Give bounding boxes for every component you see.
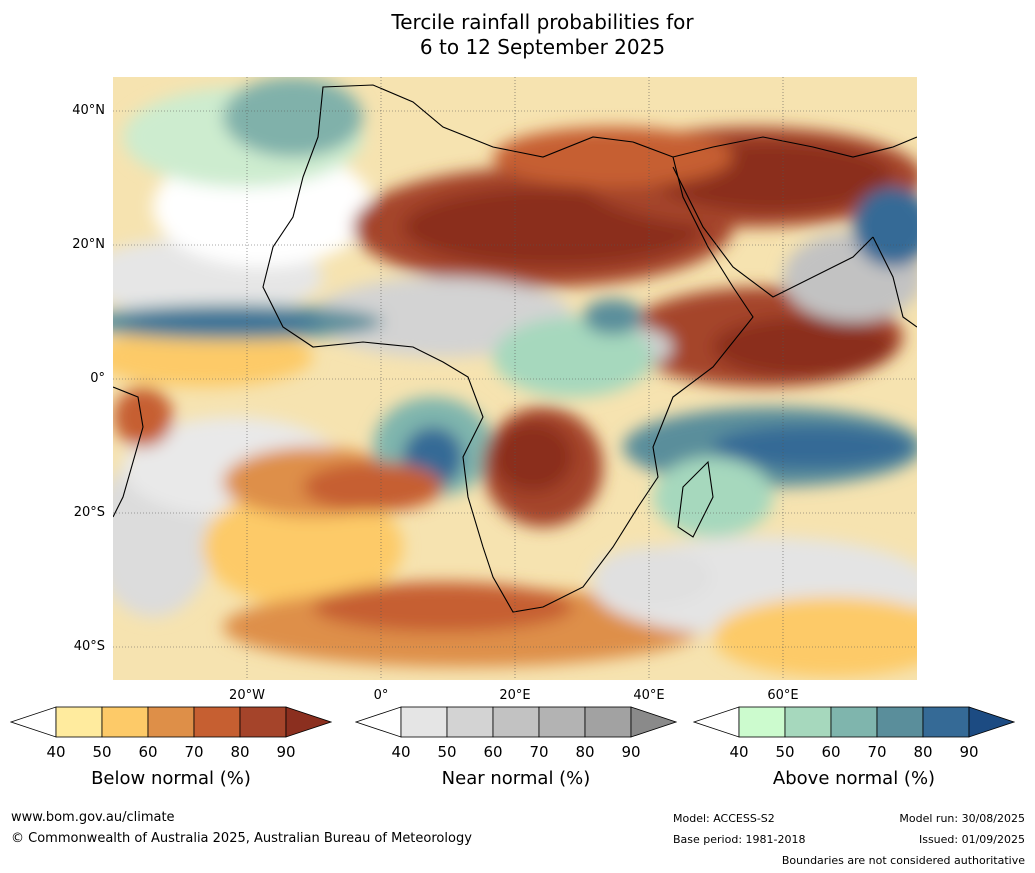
lat-label: 40°N (72, 103, 105, 118)
website-link[interactable]: www.bom.gov.au/climate (11, 810, 175, 825)
colorbar-swatch (55, 706, 103, 738)
tick-label: 50 (775, 743, 795, 761)
colorbar-swatch (784, 706, 832, 738)
tick-label: 50 (437, 743, 457, 761)
colorbar-swatch (492, 706, 540, 738)
colorbar-swatch-under (10, 706, 57, 738)
lon-label: 60°E (767, 688, 799, 703)
colorbar-swatch (876, 706, 924, 738)
copyright: © Commonwealth of Australia 2025, Austra… (11, 831, 472, 846)
colorbar-below-normal (10, 706, 332, 738)
tick-label: 80 (575, 743, 595, 761)
tick-label: 80 (913, 743, 933, 761)
tick-label: 80 (230, 743, 250, 761)
colorbar-swatch (147, 706, 195, 738)
tick-label: 40 (729, 743, 749, 761)
colorbar-swatch-under (355, 706, 402, 738)
lon-label: 20°E (499, 688, 531, 703)
tick-label: 50 (92, 743, 112, 761)
colorbar-swatch (101, 706, 149, 738)
tick-label: 40 (46, 743, 66, 761)
lat-label: 0° (90, 371, 105, 386)
issued-date: Issued: 01/09/2025 (918, 833, 1025, 846)
tick-label: 70 (184, 743, 204, 761)
colorbar-above-swatches (693, 706, 1015, 738)
tick-label: 70 (529, 743, 549, 761)
colorbar-swatch (584, 706, 632, 738)
colorbar-swatch (738, 706, 786, 738)
colorbar-swatch (193, 706, 241, 738)
tick-label: 40 (391, 743, 411, 761)
map-title-line-2: 6 to 12 September 2025 (419, 35, 666, 59)
colorbar-swatch (922, 706, 970, 738)
colorbar-swatch (830, 706, 878, 738)
colorbar-title-near: Near normal (%) (441, 768, 591, 789)
lat-label: 20°S (73, 505, 105, 520)
colorbar-swatch-over (968, 706, 1015, 738)
colorbar-swatch-under (693, 706, 740, 738)
colorbar-title-above: Above normal (%) (772, 768, 936, 789)
colorbar-swatch (400, 706, 448, 738)
colorbar-swatch-over (630, 706, 677, 738)
model-name: Model: ACCESS-S2 (673, 812, 775, 825)
lon-label: 0° (373, 688, 389, 703)
tick-label: 90 (621, 743, 641, 761)
tick-label: 60 (483, 743, 503, 761)
model-run: Model run: 30/08/2025 (899, 812, 1025, 825)
colorbar-near-normal (355, 706, 677, 738)
tick-label: 90 (276, 743, 296, 761)
base-period: Base period: 1981-2018 (673, 833, 806, 846)
tick-label: 90 (959, 743, 979, 761)
tick-label: 60 (821, 743, 841, 761)
colorbar-swatch-over (285, 706, 332, 738)
colorbar-above-normal (693, 706, 1015, 738)
colorbar-near-swatches (355, 706, 677, 738)
probability-map (113, 77, 917, 680)
tick-label: 70 (867, 743, 887, 761)
lon-label: 20°W (229, 688, 265, 703)
colorbar-below-swatches (10, 706, 332, 738)
lon-label: 40°E (633, 688, 665, 703)
colorbar-swatch (538, 706, 586, 738)
lat-label: 20°N (72, 237, 105, 252)
colorbar-swatch (446, 706, 494, 738)
lat-label: 40°S (73, 639, 105, 654)
colorbar-title-below: Below normal (%) (91, 768, 251, 789)
tick-label: 60 (138, 743, 158, 761)
colorbar-swatch (239, 706, 287, 738)
map-title-line-1: Tercile rainfall probabilities for (391, 10, 694, 34)
boundary-disclaimer: Boundaries are not considered authoritat… (781, 854, 1025, 867)
